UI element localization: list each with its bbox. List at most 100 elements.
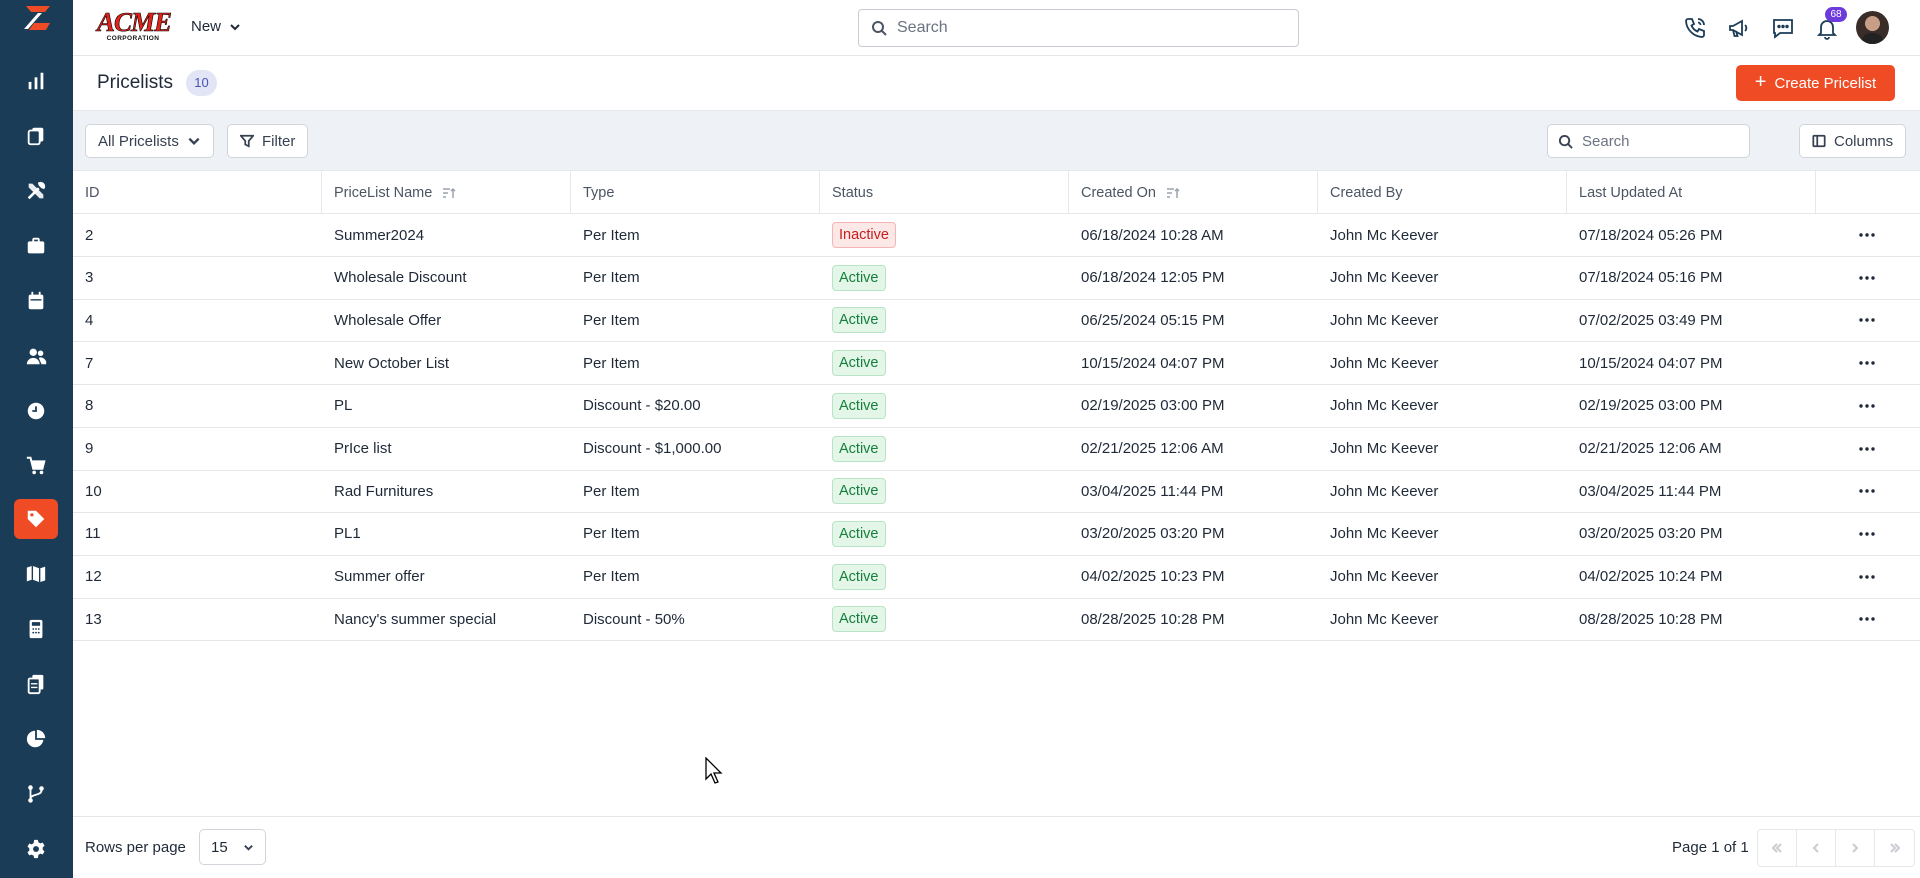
megaphone-icon[interactable]: [1725, 14, 1753, 42]
cell-id: 2: [73, 214, 322, 256]
previous-page-icon[interactable]: [1797, 830, 1836, 866]
app-logo-icon[interactable]: [0, 0, 73, 36]
sidebar-pricelists-icon[interactable]: [14, 499, 58, 539]
global-search[interactable]: [858, 9, 1299, 47]
table-row[interactable]: 3 Wholesale Discount Per Item Active 06/18/2…: [73, 257, 1920, 300]
cell-status: Active: [820, 513, 1069, 555]
table-row[interactable]: 4 Wholesale Offer Per Item Active 06/25/2024…: [73, 299, 1920, 343]
cell-created-on-text: 08/28/2025 10:28 PM: [1081, 610, 1225, 628]
column-header-id[interactable]: ID: [73, 171, 322, 214]
column-header-last-updated[interactable]: Last Updated At: [1567, 171, 1816, 214]
sidebar-people-icon[interactable]: [14, 336, 58, 376]
table-row[interactable]: 7 New October List Per Item Active 10/15/202…: [73, 342, 1920, 386]
cell-created-by: John Mc Keever: [1318, 257, 1567, 299]
table-row[interactable]: 8 PL Discount - $20.00 Active 02/19/2025 03:…: [73, 385, 1920, 428]
column-header-type[interactable]: Type: [571, 171, 820, 214]
sidebar-documents-icon[interactable]: [14, 664, 58, 704]
cell-type-text: Per Item: [583, 354, 640, 372]
row-more-actions-icon[interactable]: [1854, 266, 1880, 290]
sort-icon[interactable]: [442, 187, 456, 199]
cell-created-on: 10/15/2024 04:07 PM: [1069, 342, 1318, 384]
cell-id: 3: [73, 257, 322, 299]
cell-type-text: Discount - 50%: [583, 610, 685, 628]
cell-name: Rad Furnitures: [322, 470, 571, 512]
row-more-actions-icon[interactable]: [1854, 437, 1880, 461]
phone-icon[interactable]: [1681, 14, 1709, 42]
sidebar-map-icon[interactable]: [14, 554, 58, 594]
view-select[interactable]: All Pricelists: [85, 124, 214, 158]
row-more-actions-icon[interactable]: [1854, 479, 1880, 503]
sidebar-time-icon[interactable]: [14, 391, 58, 431]
cell-last-updated: 07/02/2025 03:49 PM: [1567, 299, 1816, 341]
column-header-status[interactable]: Status: [820, 171, 1069, 214]
sidebar-jobs-icon[interactable]: [14, 116, 58, 156]
column-header-label: ID: [85, 184, 100, 201]
table-row[interactable]: 12 Summer offer Per Item Active 04/02/2025 1…: [73, 556, 1920, 599]
pricelists-table: ID PriceList Name Type Status Created On…: [73, 171, 1920, 816]
cell-name: PL1: [322, 513, 571, 555]
status-badge: Active: [832, 307, 886, 334]
next-page-icon[interactable]: [1836, 830, 1875, 866]
cell-name-text: Summer2024: [334, 226, 425, 244]
table-row[interactable]: 13 Nancy's summer special Discount - 50% Ac…: [73, 598, 1920, 642]
row-more-actions-icon[interactable]: [1854, 308, 1880, 332]
global-search-input[interactable]: [897, 19, 1277, 37]
status-badge: Active: [832, 350, 886, 377]
list-toolbar: All Pricelists Filter Columns: [73, 111, 1920, 171]
cell-last-updated: 07/18/2024 05:26 PM: [1567, 214, 1816, 256]
sidebar-dashboard-icon[interactable]: [14, 61, 58, 101]
new-menu-button[interactable]: New: [191, 18, 241, 35]
table-row[interactable]: 10 Rad Furnitures Per Item Active 03/04/2025…: [73, 470, 1920, 514]
cell-created-on: 06/18/2024 12:05 PM: [1069, 257, 1318, 299]
cell-created-on: 02/19/2025 03:00 PM: [1069, 385, 1318, 427]
row-more-actions-icon[interactable]: [1854, 351, 1880, 375]
table-search-input[interactable]: [1582, 132, 1742, 150]
row-more-actions-icon[interactable]: [1854, 522, 1880, 546]
row-more-actions-icon[interactable]: [1854, 223, 1880, 247]
create-pricelist-button[interactable]: + Create Pricelist: [1736, 65, 1895, 101]
table-row[interactable]: 11 PL1 Per Item Active 03/20/2025 03:20 PM Jo…: [73, 513, 1920, 556]
company-logo[interactable]: ACME CORPORATION: [97, 8, 173, 42]
pagination: [1757, 829, 1915, 867]
table-row[interactable]: 9 PrIce list Discount - $1,000.00 Active 02/…: [73, 428, 1920, 471]
cell-id-text: 3: [85, 269, 94, 287]
sidebar: [0, 0, 73, 878]
sidebar-reports-icon[interactable]: [14, 719, 58, 759]
table-row[interactable]: 2 Summer2024 Per Item Inactive 06/18/2024 10…: [73, 214, 1920, 257]
row-more-actions-icon[interactable]: [1854, 565, 1880, 589]
chat-icon[interactable]: [1769, 14, 1797, 42]
sidebar-settings-icon[interactable]: [14, 829, 58, 869]
column-header-created-on[interactable]: Created On: [1069, 171, 1318, 214]
sidebar-calculator-icon[interactable]: [14, 609, 58, 649]
cell-created-on: 04/02/2025 10:23 PM: [1069, 556, 1318, 598]
sort-icon[interactable]: [1166, 187, 1180, 199]
last-page-icon[interactable]: [1875, 830, 1914, 866]
cell-last-updated-text: 04/02/2025 10:24 PM: [1579, 568, 1723, 586]
cell-last-updated-text: 08/28/2025 10:28 PM: [1579, 610, 1723, 628]
columns-icon: [1812, 134, 1826, 148]
cell-id: 13: [73, 598, 322, 640]
sidebar-cart-icon[interactable]: [14, 446, 58, 486]
user-avatar[interactable]: [1856, 11, 1889, 44]
column-header-created-by[interactable]: Created By: [1318, 171, 1567, 214]
sidebar-calendar-icon[interactable]: [14, 281, 58, 321]
rows-per-page-select[interactable]: 15: [199, 829, 266, 865]
cell-created-on-text: 06/18/2024 12:05 PM: [1081, 269, 1225, 287]
cell-last-updated: 02/19/2025 03:00 PM: [1567, 385, 1816, 427]
sidebar-tools-icon[interactable]: [14, 171, 58, 211]
filter-button[interactable]: Filter: [227, 124, 309, 158]
sidebar-briefcase-icon[interactable]: [14, 226, 58, 266]
row-more-actions-icon[interactable]: [1854, 607, 1880, 631]
cell-id: 7: [73, 342, 322, 384]
notifications-badge: 68: [1825, 7, 1847, 22]
first-page-icon[interactable]: [1758, 830, 1797, 866]
cell-type: Per Item: [571, 257, 820, 299]
column-header-name[interactable]: PriceList Name: [322, 171, 571, 214]
cell-created-on-text: 06/18/2024 10:28 AM: [1081, 226, 1224, 244]
row-more-actions-icon[interactable]: [1854, 394, 1880, 418]
table-search[interactable]: [1547, 124, 1750, 158]
cell-type-text: Discount - $20.00: [583, 397, 701, 415]
columns-button[interactable]: Columns: [1799, 124, 1907, 158]
cell-last-updated-text: 03/20/2025 03:20 PM: [1579, 525, 1723, 543]
sidebar-workflow-icon[interactable]: [14, 774, 58, 814]
